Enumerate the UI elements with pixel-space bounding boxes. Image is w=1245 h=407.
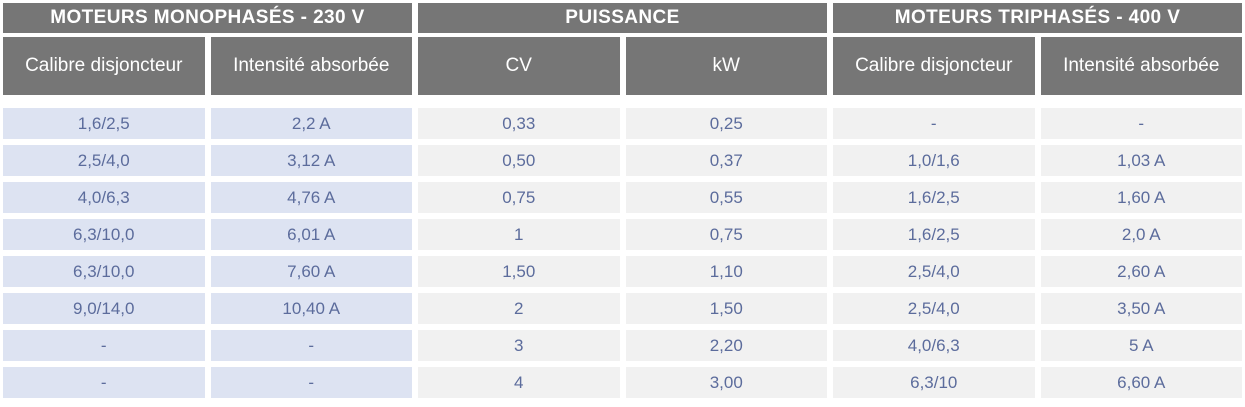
table-cell: 3,50 A xyxy=(1040,293,1242,324)
table-cell: 1,6/2,5 xyxy=(833,182,1035,213)
table-cell: 10,40 A xyxy=(210,293,412,324)
table-cell: 3,00 xyxy=(625,367,827,398)
group-header-triphase: MOTEURS TRIPHASÉS - 400 V xyxy=(833,3,1242,33)
table-cell: 6,3/10 xyxy=(833,367,1035,398)
table-cell: 0,75 xyxy=(625,219,827,250)
table-cell: 9,0/14,0 xyxy=(3,293,205,324)
table-cell: 1 xyxy=(418,219,620,250)
table-cell: 4 xyxy=(418,367,620,398)
column-header-kw: kW xyxy=(625,37,827,95)
table-cell: 0,55 xyxy=(625,182,827,213)
group-header-monophase: MOTEURS MONOPHASÉS - 230 V xyxy=(3,3,412,33)
table-cell: 2 xyxy=(418,293,620,324)
table-cell: 0,50 xyxy=(418,145,620,176)
group-header-puissance: PUISSANCE xyxy=(418,3,827,33)
table-cell: 6,3/10,0 xyxy=(3,219,205,250)
table-cell: 0,37 xyxy=(625,145,827,176)
table-cell: 6,01 A xyxy=(210,219,412,250)
table-cell: 3,12 A xyxy=(210,145,412,176)
column-header-tri-calibre: Calibre disjoncteur xyxy=(833,37,1035,95)
table-cell: 2,2 A xyxy=(210,108,412,139)
table-cell: 2,0 A xyxy=(1040,219,1242,250)
table-cell: 2,60 A xyxy=(1040,256,1242,287)
table-cell: - xyxy=(210,330,412,361)
table-cell: 4,0/6,3 xyxy=(833,330,1035,361)
table-cell: - xyxy=(210,367,412,398)
table-cell: 2,5/4,0 xyxy=(833,293,1035,324)
table-cell: 0,25 xyxy=(625,108,827,139)
table-cell: 1,50 xyxy=(418,256,620,287)
table-cell: 2,20 xyxy=(625,330,827,361)
table-cell: 4,76 A xyxy=(210,182,412,213)
table-header: MOTEURS MONOPHASÉS - 230 V PUISSANCE MOT… xyxy=(3,3,1242,95)
table-cell: 3 xyxy=(418,330,620,361)
table-cell: 1,03 A xyxy=(1040,145,1242,176)
table-cell: - xyxy=(3,330,205,361)
table-cell: 1,0/1,6 xyxy=(833,145,1035,176)
table-body: 1,6/2,5 2,2 A 0,33 0,25- -2,5/4,0 3,12 A 0,50 0… xyxy=(3,108,1242,398)
table-cell: 4,0/6,3 xyxy=(3,182,205,213)
column-header-mono-intensite: Intensité absorbée xyxy=(210,37,412,95)
column-header-tri-intensite: Intensité absorbée xyxy=(1040,37,1242,95)
table-cell: 2,5/4,0 xyxy=(833,256,1035,287)
table-cell: - xyxy=(1040,108,1242,139)
table-cell: 1,60 A xyxy=(1040,182,1242,213)
table-cell: - xyxy=(3,367,205,398)
table-cell: 1,50 xyxy=(625,293,827,324)
column-header-mono-calibre: Calibre disjoncteur xyxy=(3,37,205,95)
table-cell: 2,5/4,0 xyxy=(3,145,205,176)
table-cell: 1,6/2,5 xyxy=(3,108,205,139)
table-cell: 0,75 xyxy=(418,182,620,213)
table-cell: 6,3/10,0 xyxy=(3,256,205,287)
table-cell: 6,60 A xyxy=(1040,367,1242,398)
table-cell: 5 A xyxy=(1040,330,1242,361)
table-cell: - xyxy=(833,108,1035,139)
table-cell: 7,60 A xyxy=(210,256,412,287)
table-cell: 1,6/2,5 xyxy=(833,219,1035,250)
table-cell: 0,33 xyxy=(418,108,620,139)
column-header-cv: CV xyxy=(418,37,620,95)
table-cell: 1,10 xyxy=(625,256,827,287)
